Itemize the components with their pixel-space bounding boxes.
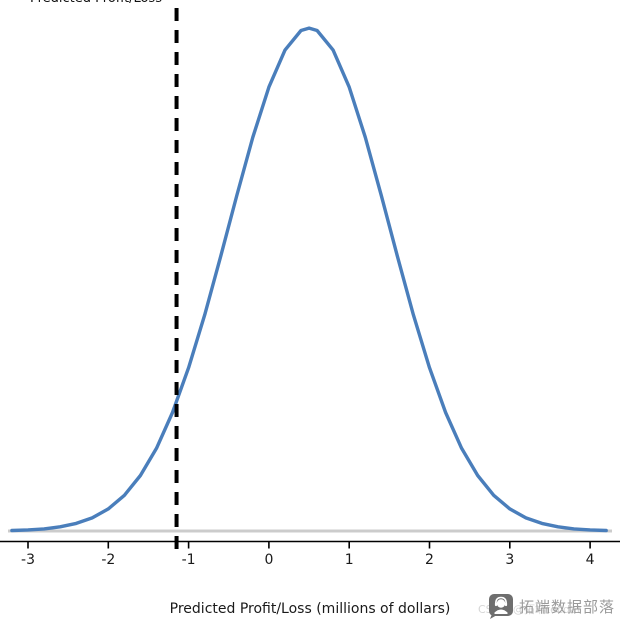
watermark: 拓端数据部落 xyxy=(488,593,615,619)
density-curve xyxy=(10,26,608,533)
x-tick-label: -1 xyxy=(182,552,196,568)
x-tick-label: 3 xyxy=(505,552,514,568)
x-tick-label: 1 xyxy=(345,552,354,568)
watermark-text: 拓端数据部落 xyxy=(518,597,615,616)
density-chart: -3 -2 -1 0 1 2 3 4 xyxy=(0,8,620,568)
clipped-title-text: Predicted Profit/Loss xyxy=(30,0,200,6)
x-tick-label: 2 xyxy=(425,552,434,568)
clipped-title-fragment: Predicted Profit/Loss xyxy=(30,0,200,6)
x-tick-label: 4 xyxy=(586,552,595,568)
headset-person-icon xyxy=(488,594,513,619)
x-tick-label: 0 xyxy=(264,552,273,568)
x-axis-label: Predicted Profit/Loss (millions of dolla… xyxy=(169,601,451,617)
x-tick-label: -2 xyxy=(101,552,115,568)
x-tick-label: -3 xyxy=(21,552,35,568)
